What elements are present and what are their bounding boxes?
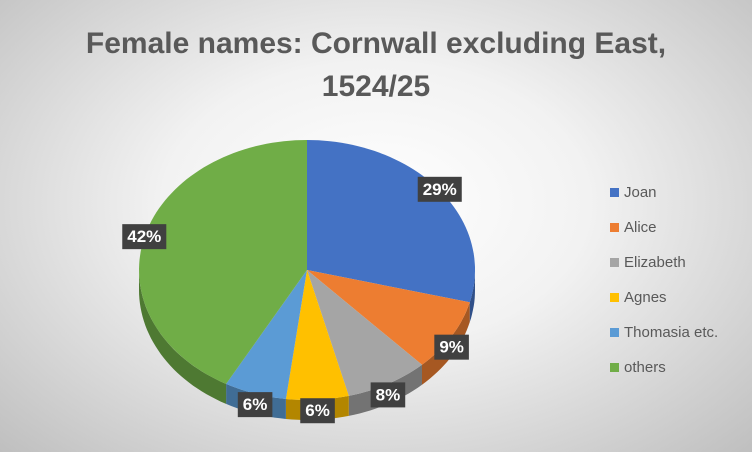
slice: [307, 270, 422, 396]
legend-marker: [610, 258, 619, 267]
data-label-text: 6%: [305, 401, 330, 420]
data-label: 29%: [417, 176, 462, 202]
data-label: 42%: [122, 224, 167, 250]
data-label-text: 9%: [439, 338, 464, 357]
legend-marker: [610, 188, 619, 197]
data-label: 8%: [370, 382, 406, 408]
data-label: 6%: [237, 392, 273, 418]
data-label-box: [300, 398, 335, 424]
slice: [139, 140, 307, 384]
data-label-text: 29%: [423, 180, 457, 199]
data-label-box: [370, 382, 406, 408]
slice-side: [139, 270, 227, 404]
data-label-text: 42%: [127, 227, 161, 246]
data-label-box: [417, 176, 462, 202]
legend-label: Agnes: [624, 289, 667, 306]
data-label-text: 6%: [243, 395, 268, 414]
legend-label: Alice: [624, 219, 657, 236]
slice-side: [469, 270, 475, 323]
slice: [307, 140, 475, 303]
data-label-box: [434, 334, 469, 360]
data-label-box: [237, 392, 273, 418]
slice: [226, 270, 307, 399]
legend-label: Joan: [624, 184, 657, 201]
data-label: 9%: [434, 334, 469, 360]
data-label-box: [122, 224, 167, 250]
legend-label: others: [624, 359, 666, 376]
legend-marker: [610, 363, 619, 372]
data-label-text: 8%: [376, 385, 401, 404]
data-label: 6%: [300, 398, 335, 424]
legend-label: Thomasia etc.: [624, 324, 718, 341]
legend-marker: [610, 328, 619, 337]
legend-marker: [610, 293, 619, 302]
slice: [285, 270, 349, 400]
chart-title: Female names: Cornwall excluding East, 1…: [85, 27, 667, 103]
legend-marker: [610, 223, 619, 232]
slice: [307, 270, 470, 365]
legend-label: Elizabeth: [624, 254, 686, 271]
